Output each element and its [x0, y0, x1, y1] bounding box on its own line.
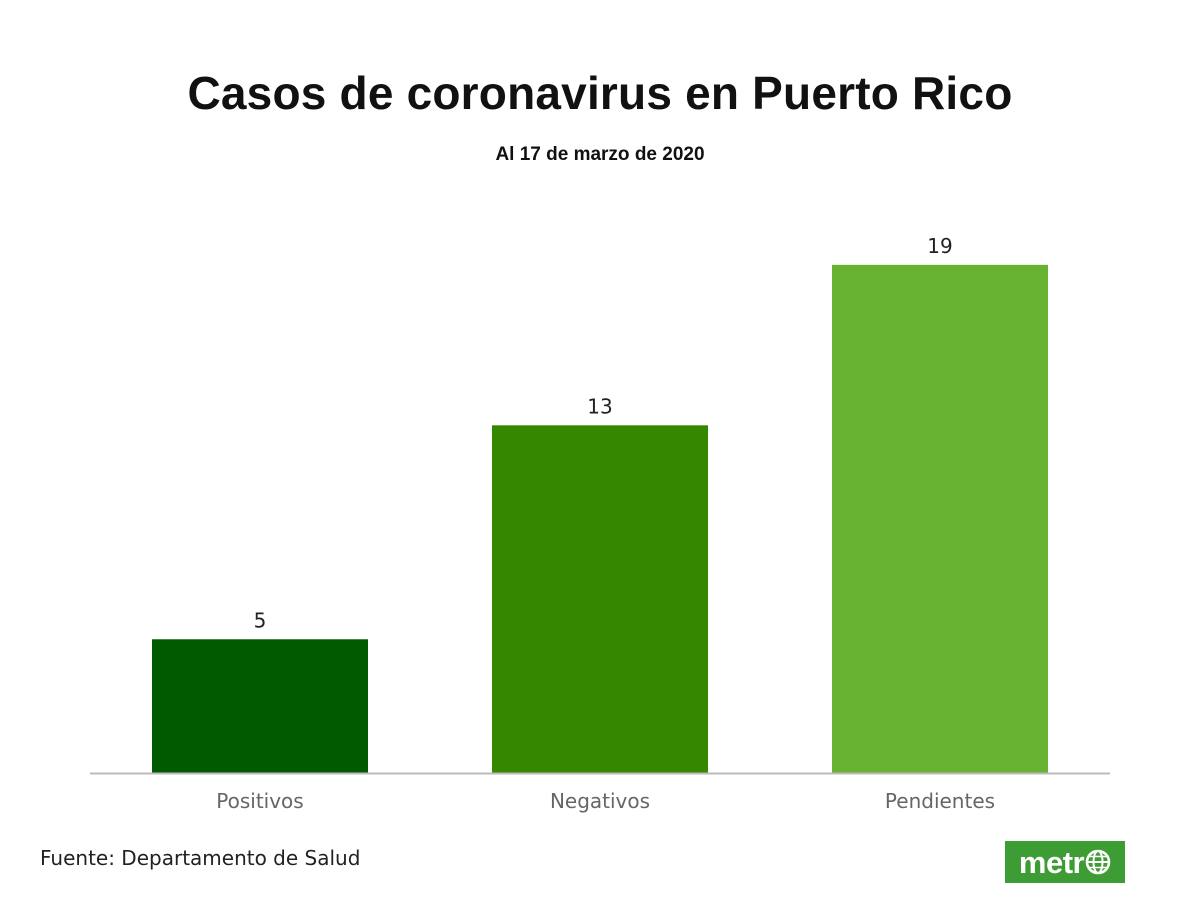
bar-negativos [492, 425, 708, 773]
data-label-positivos: 5 [254, 608, 267, 632]
bar-positivos [152, 639, 368, 773]
data-label-pendientes: 19 [927, 234, 952, 258]
bar-pendientes [832, 264, 1048, 773]
metro-logo: metr [1005, 841, 1125, 883]
x-tick-label-negativos: Negativos [550, 789, 650, 813]
data-label-negativos: 13 [587, 394, 612, 418]
globe-icon [1085, 849, 1111, 875]
chart-title: Casos de coronavirus en Puerto Rico [187, 67, 1013, 119]
source-note: Fuente: Departamento de Salud [40, 846, 361, 870]
x-tick-label-positivos: Positivos [216, 789, 303, 813]
chart-subtitle: Al 17 de marzo de 2020 [495, 144, 705, 165]
logo-text: metr [1018, 844, 1085, 880]
x-tick-label-pendientes: Pendientes [885, 789, 995, 813]
